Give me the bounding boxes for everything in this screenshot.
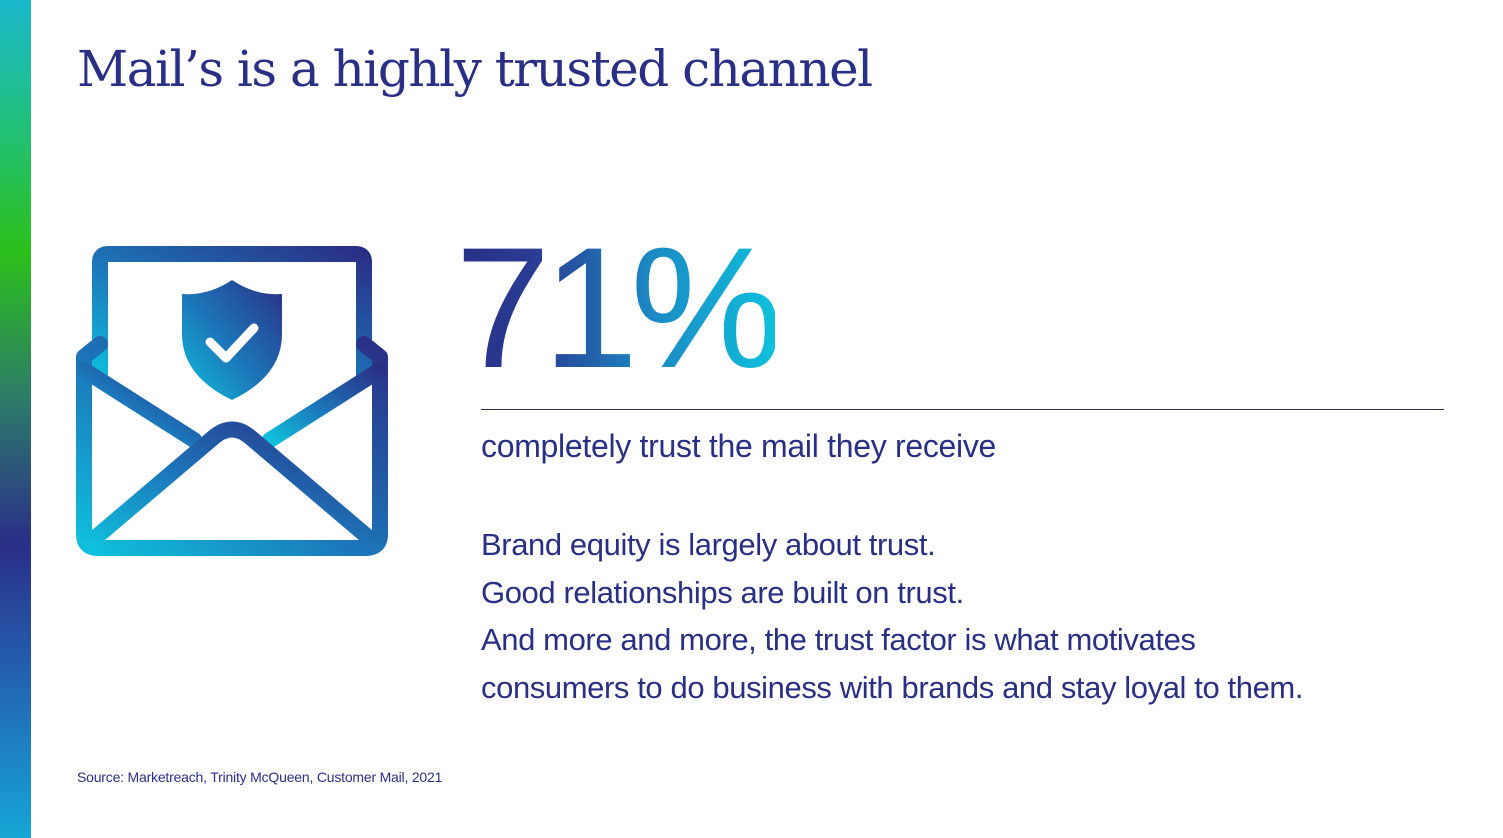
body-line: Good relationships are built on trust. [481,574,964,610]
side-accent-bar [0,0,31,838]
body-text: Brand equity is largely about trust. Goo… [481,521,1303,711]
stat-percentage: 71% [455,212,783,404]
source-note: Source: Marketreach, Trinity McQueen, Cu… [77,769,443,785]
body-line: Brand equity is largely about trust. [481,527,936,562]
slide-title: Mail’s is a highly trusted channel [77,40,873,98]
body-line: consumers to do business with brands and… [481,669,1304,705]
stat-caption: completely trust the mail they receive [481,428,997,464]
envelope-shield-check-icon [76,244,388,558]
divider [481,409,1444,410]
body-line: And more and more, the trust factor is w… [481,622,1196,657]
